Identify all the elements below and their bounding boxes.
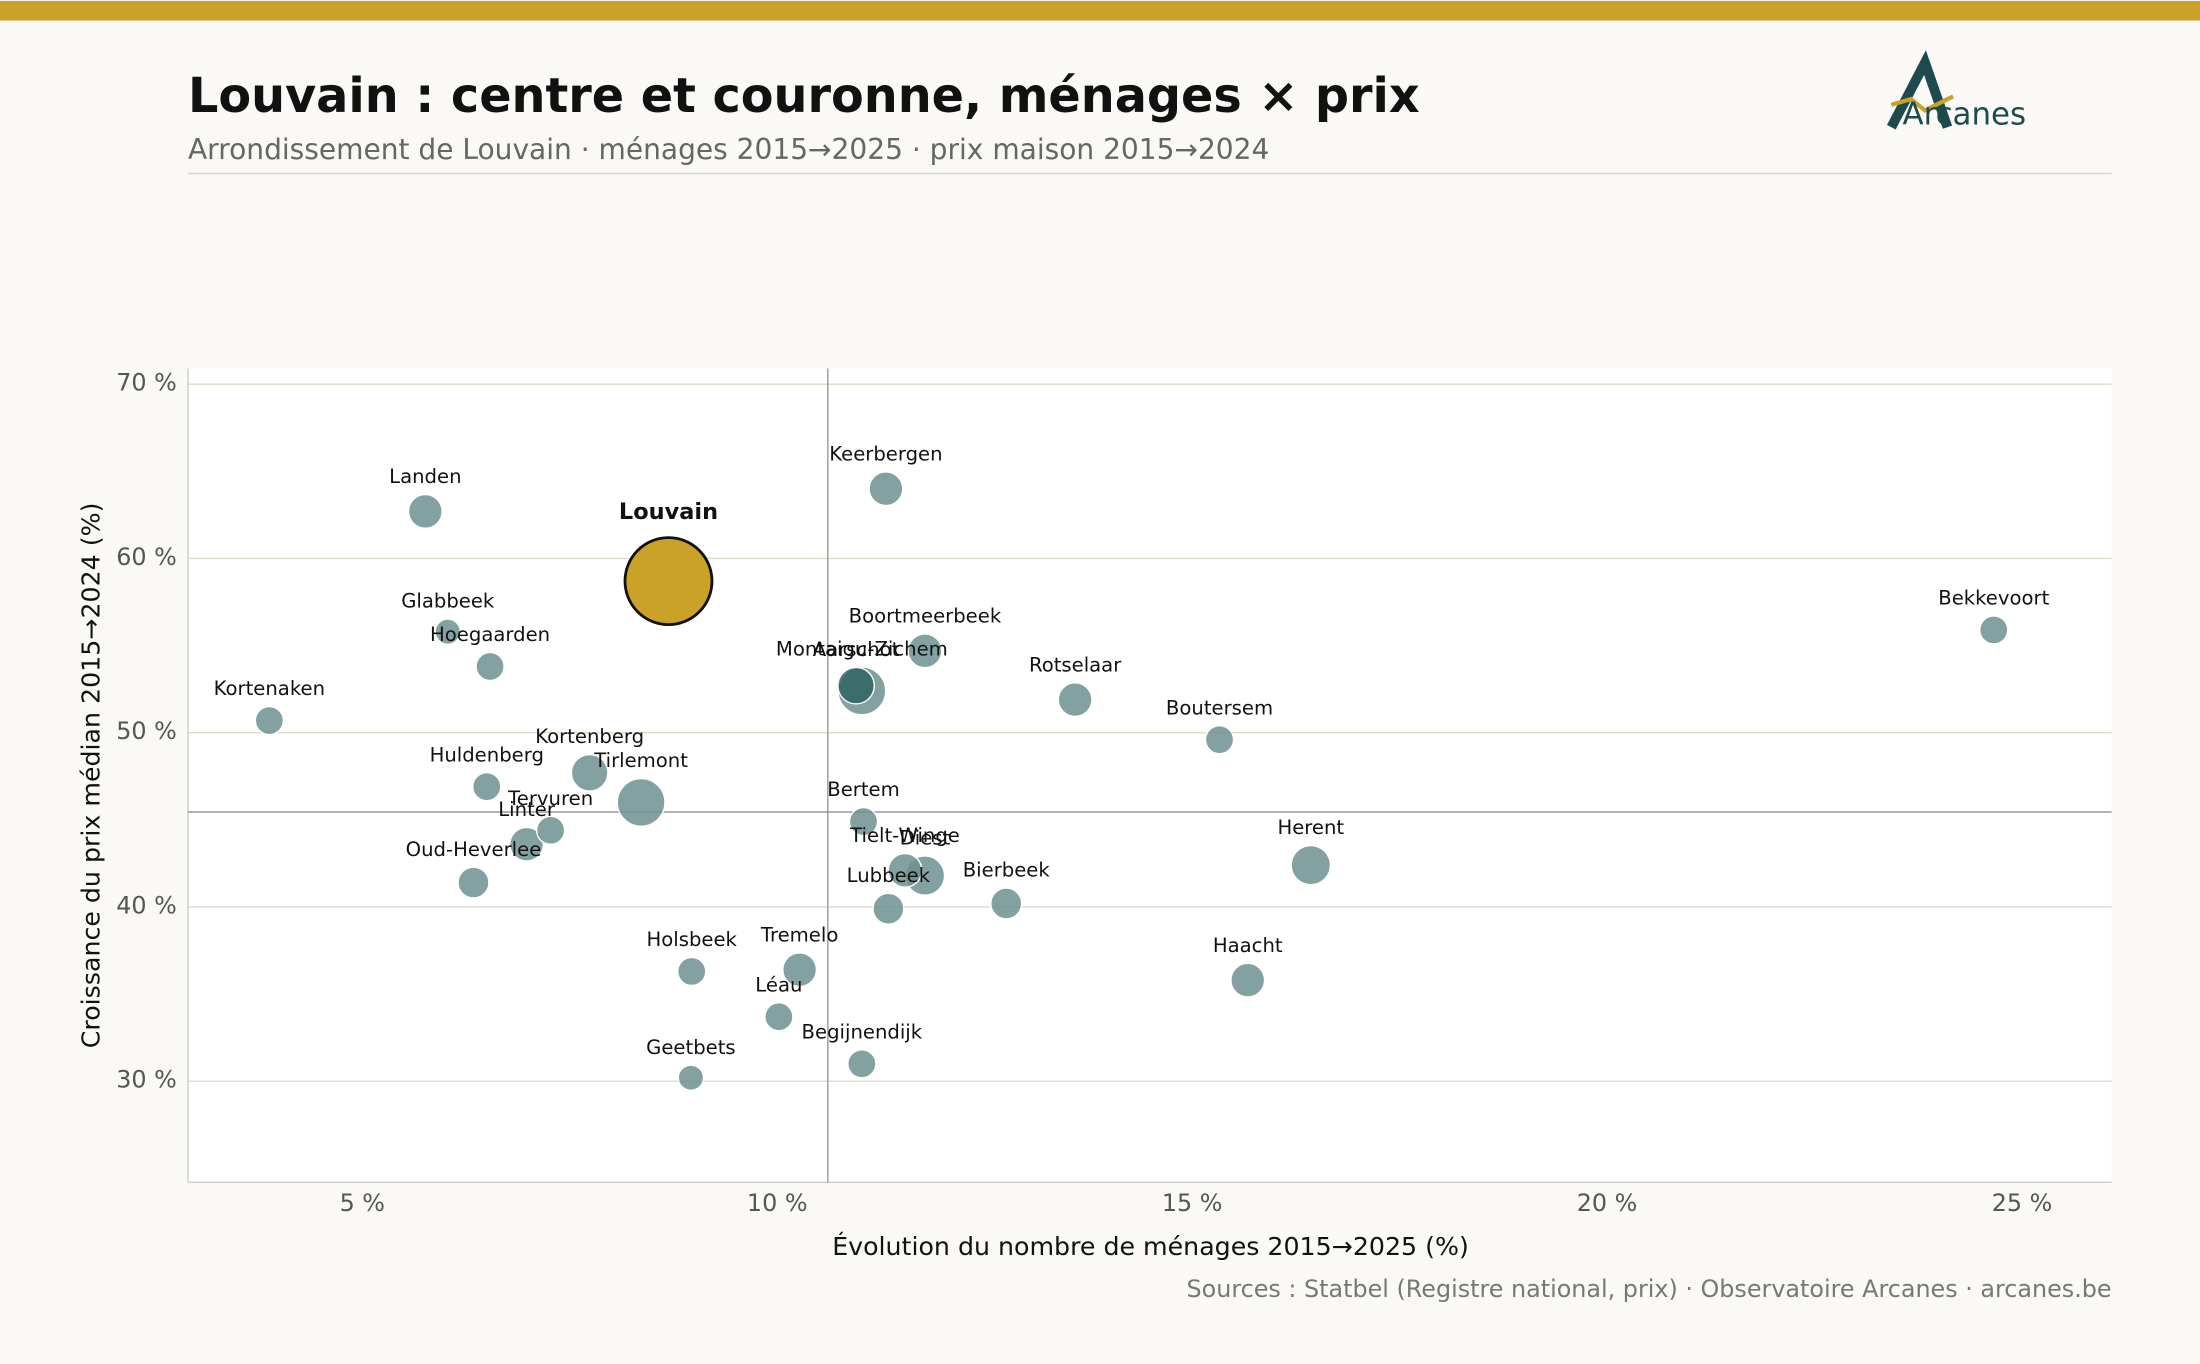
plot-area [188, 368, 2112, 1183]
point-label: Herent [1277, 816, 1344, 839]
bubble [677, 1064, 705, 1092]
point-label: Louvain [619, 499, 718, 525]
source: Sources : Statbel (Registre national, pr… [1187, 1275, 2112, 1303]
point-label: Tielt-Winge [849, 824, 960, 847]
logo: Arcanes [1886, 50, 2026, 132]
bubble [1979, 615, 2009, 645]
bubble [848, 806, 879, 837]
point-label: Bekkevoort [1938, 587, 2049, 610]
bubble [623, 536, 714, 627]
point-label: Oud-Heverlee [406, 838, 542, 861]
bubble [457, 866, 490, 899]
bubble [764, 1002, 794, 1032]
point-label: Geetbets [646, 1036, 736, 1059]
point-label: Keerbergen [829, 443, 942, 466]
bubble [868, 471, 904, 507]
logo-mark [1886, 50, 1953, 130]
bubble [570, 753, 609, 792]
bubble [1204, 724, 1235, 755]
point-label: Bertem [827, 778, 900, 801]
point-label: Diest [900, 827, 951, 850]
point-label: Boortmeerbeek [849, 605, 1002, 628]
point-label: Léau [755, 973, 802, 996]
bubble [616, 777, 666, 827]
chart-title: Louvain : centre et couronne, ménages × … [188, 69, 1420, 124]
x-tick-label: 20 % [1577, 1189, 1638, 1217]
x-tick-label: 10 % [747, 1189, 808, 1217]
bubble [434, 618, 462, 645]
point-label: Huldenberg [430, 743, 544, 766]
point-label: Landen [389, 465, 461, 488]
y-tick-label: 30 % [116, 1066, 177, 1094]
bubble [837, 666, 875, 705]
point-label: Tremelo [760, 924, 838, 947]
point-label: Glabbeek [401, 590, 495, 613]
y-tick-label: 40 % [116, 891, 177, 919]
point-label: Kortenberg [535, 725, 644, 748]
point-label: Tirlemont [593, 749, 688, 772]
bubble [676, 956, 707, 987]
x-axis-title: Évolution du nombre de ménages 2015→2025… [832, 1232, 1469, 1261]
y-tick-label: 50 % [116, 717, 177, 745]
bubble [847, 1049, 877, 1079]
top-bar [0, 0, 2200, 21]
point-label: Rotselaar [1029, 653, 1122, 676]
bubble [990, 887, 1023, 920]
point-label: Aarschot [813, 638, 900, 661]
logo-line [1890, 94, 1955, 113]
point-label: Begijnendijk [802, 1020, 923, 1043]
point-label: Hoegaarden [430, 623, 550, 646]
chart-subtitle: Arrondissement de Louvain · ménages 2015… [188, 133, 1269, 166]
point-label: Montaigu-Zichem [776, 638, 948, 661]
x-tick-label: 25 % [1992, 1189, 2053, 1217]
y-tick-label: 60 % [116, 543, 177, 571]
bubble [254, 705, 285, 736]
bubble [782, 952, 818, 988]
point-label: Linter [498, 798, 556, 821]
bubble [887, 852, 923, 888]
point-label: Holsbeek [647, 928, 738, 951]
y-tick-label: 70 % [116, 369, 177, 397]
bubble [1290, 844, 1332, 886]
point-label: Boutersem [1166, 696, 1273, 719]
bubble [475, 651, 505, 682]
point-label: Kortenaken [214, 677, 325, 700]
brand: Arcanes [1902, 96, 2026, 132]
bubble [1057, 682, 1093, 718]
bubble [1230, 962, 1266, 998]
point-label: Haacht [1213, 934, 1283, 957]
x-tick-label: 5 % [340, 1189, 385, 1217]
y-axis-title: Croissance du prix médian 2015→2024 (%) [77, 503, 106, 1049]
point-label: Lubbeek [847, 864, 931, 887]
bubble [472, 772, 502, 802]
x-tick-label: 15 % [1162, 1189, 1223, 1217]
bubble [907, 633, 943, 669]
bubble [535, 815, 566, 846]
point-label: Bierbeek [963, 859, 1051, 882]
bubble [509, 826, 545, 862]
bubble [872, 892, 905, 925]
point-label: Tervuren [507, 787, 593, 810]
bubble [407, 493, 443, 529]
